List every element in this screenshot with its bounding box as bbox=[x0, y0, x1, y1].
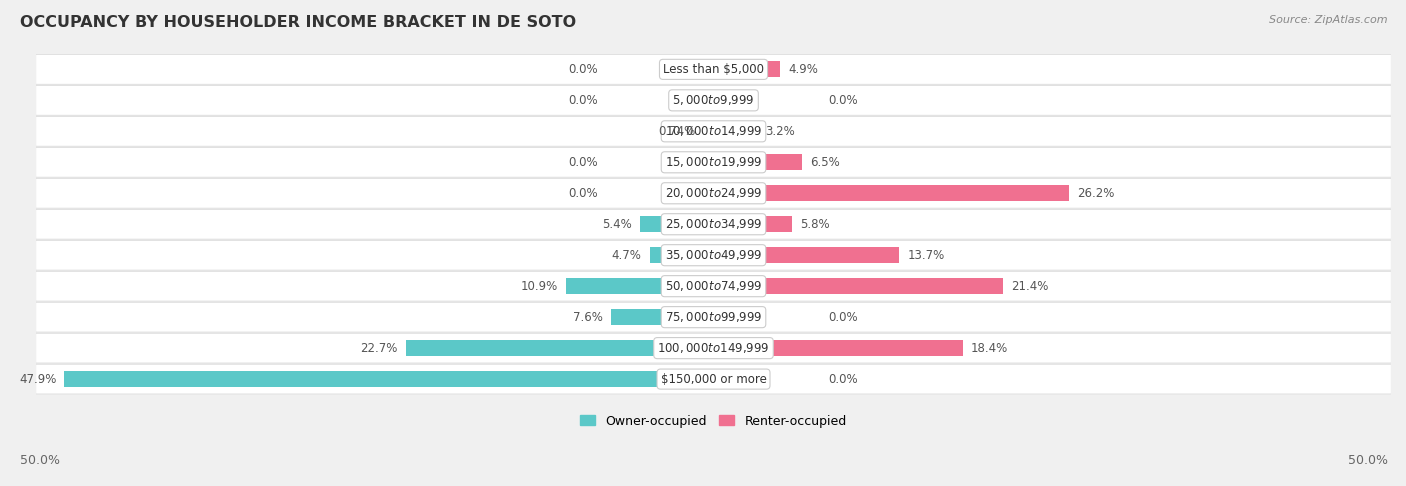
Text: $75,000 to $99,999: $75,000 to $99,999 bbox=[665, 310, 762, 324]
FancyBboxPatch shape bbox=[35, 271, 1392, 301]
Text: 7.6%: 7.6% bbox=[572, 311, 602, 324]
FancyBboxPatch shape bbox=[35, 178, 1392, 208]
Text: $25,000 to $34,999: $25,000 to $34,999 bbox=[665, 217, 762, 231]
Text: 4.7%: 4.7% bbox=[612, 249, 641, 261]
Text: 21.4%: 21.4% bbox=[1011, 279, 1049, 293]
FancyBboxPatch shape bbox=[35, 147, 1392, 177]
Bar bbox=[713, 185, 1069, 201]
FancyBboxPatch shape bbox=[35, 54, 1392, 84]
Bar bbox=[713, 154, 801, 170]
Text: $100,000 to $149,999: $100,000 to $149,999 bbox=[658, 341, 769, 355]
Text: $20,000 to $24,999: $20,000 to $24,999 bbox=[665, 186, 762, 200]
Text: 4.9%: 4.9% bbox=[787, 63, 818, 76]
Bar bbox=[713, 247, 900, 263]
Bar bbox=[65, 371, 713, 387]
Text: 47.9%: 47.9% bbox=[18, 373, 56, 385]
FancyBboxPatch shape bbox=[35, 86, 1392, 115]
Bar bbox=[610, 309, 713, 325]
Text: 0.0%: 0.0% bbox=[828, 311, 858, 324]
Text: OCCUPANCY BY HOUSEHOLDER INCOME BRACKET IN DE SOTO: OCCUPANCY BY HOUSEHOLDER INCOME BRACKET … bbox=[20, 15, 576, 30]
FancyBboxPatch shape bbox=[35, 241, 1392, 270]
Text: 0.74%: 0.74% bbox=[658, 125, 696, 138]
Text: 3.2%: 3.2% bbox=[765, 125, 794, 138]
Legend: Owner-occupied, Renter-occupied: Owner-occupied, Renter-occupied bbox=[575, 410, 852, 433]
Text: Less than $5,000: Less than $5,000 bbox=[664, 63, 763, 76]
Text: 0.0%: 0.0% bbox=[828, 94, 858, 107]
Bar bbox=[713, 216, 792, 232]
Text: 0.0%: 0.0% bbox=[828, 373, 858, 385]
Text: 10.9%: 10.9% bbox=[520, 279, 558, 293]
Text: 0.0%: 0.0% bbox=[568, 94, 599, 107]
Text: $15,000 to $19,999: $15,000 to $19,999 bbox=[665, 156, 762, 169]
Bar bbox=[713, 61, 780, 77]
Text: $10,000 to $14,999: $10,000 to $14,999 bbox=[665, 124, 762, 139]
Bar bbox=[713, 340, 963, 356]
Bar bbox=[640, 216, 713, 232]
Text: 0.0%: 0.0% bbox=[568, 63, 599, 76]
Text: 50.0%: 50.0% bbox=[1348, 453, 1388, 467]
FancyBboxPatch shape bbox=[35, 302, 1392, 332]
Text: 0.0%: 0.0% bbox=[568, 156, 599, 169]
Text: 13.7%: 13.7% bbox=[907, 249, 945, 261]
Text: 0.0%: 0.0% bbox=[568, 187, 599, 200]
Text: 5.8%: 5.8% bbox=[800, 218, 830, 231]
FancyBboxPatch shape bbox=[35, 209, 1392, 239]
Text: 5.4%: 5.4% bbox=[602, 218, 633, 231]
Bar bbox=[713, 123, 756, 139]
Bar bbox=[703, 123, 713, 139]
Text: $35,000 to $49,999: $35,000 to $49,999 bbox=[665, 248, 762, 262]
Text: 18.4%: 18.4% bbox=[972, 342, 1008, 355]
Bar bbox=[713, 278, 1004, 294]
FancyBboxPatch shape bbox=[35, 117, 1392, 146]
Text: $50,000 to $74,999: $50,000 to $74,999 bbox=[665, 279, 762, 293]
Text: $5,000 to $9,999: $5,000 to $9,999 bbox=[672, 93, 755, 107]
FancyBboxPatch shape bbox=[35, 333, 1392, 363]
Text: 26.2%: 26.2% bbox=[1077, 187, 1114, 200]
Text: Source: ZipAtlas.com: Source: ZipAtlas.com bbox=[1270, 15, 1388, 25]
FancyBboxPatch shape bbox=[35, 364, 1392, 394]
Bar bbox=[565, 278, 713, 294]
Text: $150,000 or more: $150,000 or more bbox=[661, 373, 766, 385]
Text: 6.5%: 6.5% bbox=[810, 156, 839, 169]
Bar bbox=[650, 247, 713, 263]
Text: 50.0%: 50.0% bbox=[20, 453, 59, 467]
Text: 22.7%: 22.7% bbox=[360, 342, 398, 355]
Bar bbox=[406, 340, 713, 356]
